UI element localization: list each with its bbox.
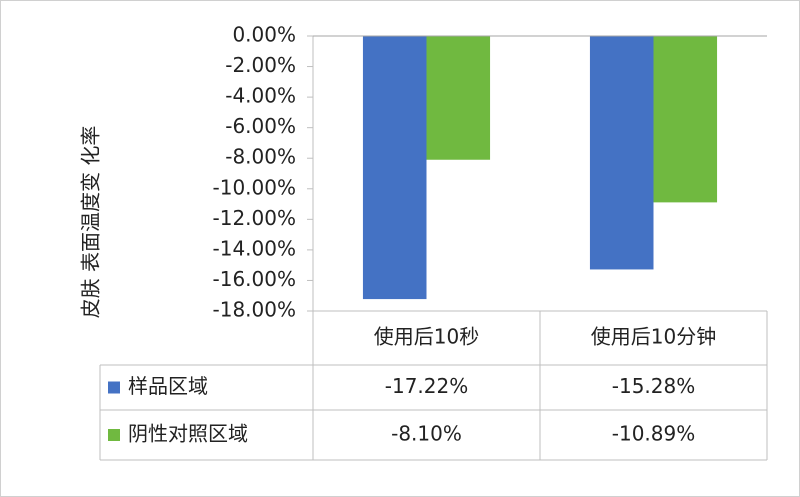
- y-tick-label: -4.00%: [225, 84, 296, 108]
- data-label: -8.10%: [391, 422, 462, 446]
- y-tick-label: -6.00%: [225, 114, 296, 138]
- y-tick-label: -2.00%: [225, 53, 296, 77]
- legend-label: 阴性对照区域: [128, 422, 248, 446]
- x-tick-label: 使用后10分钟: [591, 325, 716, 349]
- legend-key: [108, 429, 120, 441]
- x-tick-label: 使用后10秒: [374, 325, 479, 349]
- y-tick-label: -18.00%: [213, 298, 296, 322]
- bar: [362, 36, 427, 300]
- legend-label: 样品区域: [128, 374, 208, 398]
- y-tick-label: -10.00%: [213, 175, 296, 199]
- data-label: -15.28%: [612, 374, 695, 398]
- data-label: -10.89%: [612, 422, 695, 446]
- y-axis-label: 皮肤 表面温度变 化率: [79, 126, 103, 319]
- y-tick-label: -12.00%: [213, 206, 296, 230]
- y-tick-label: -16.00%: [213, 267, 296, 291]
- y-tick-label: -14.00%: [213, 236, 296, 260]
- legend-key: [108, 381, 120, 394]
- y-tick-label: 0.00%: [232, 23, 296, 47]
- y-tick-label: -8.00%: [225, 145, 296, 169]
- bar: [426, 36, 491, 160]
- data-label: -17.22%: [385, 374, 468, 398]
- bar: [653, 36, 718, 203]
- bar: [589, 36, 654, 270]
